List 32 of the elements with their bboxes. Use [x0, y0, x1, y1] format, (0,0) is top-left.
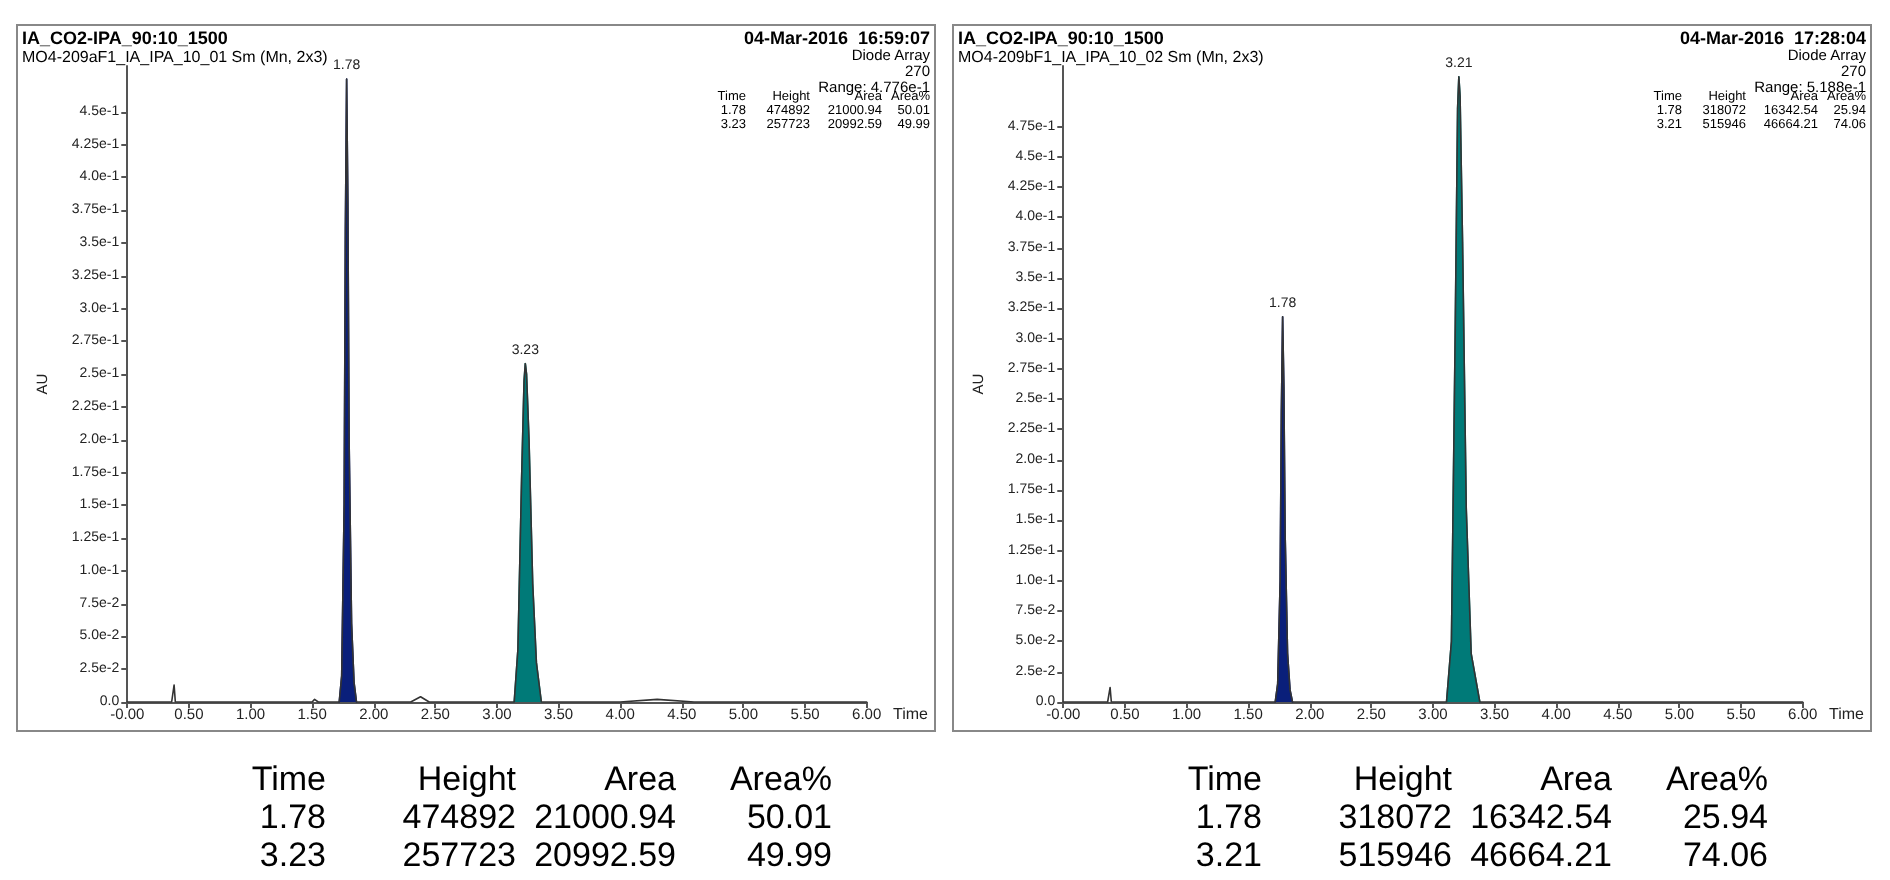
text: 257723: [400, 836, 516, 874]
text: 16342.54: [1468, 798, 1612, 836]
text: 25.94: [1680, 798, 1768, 836]
x-axis-title: Time: [893, 705, 930, 723]
x-axis-title: Time: [1829, 705, 1866, 723]
text: 04-Mar-2016 16:59:07: [743, 28, 930, 48]
text: 3.21: [1193, 836, 1262, 874]
text: Height: [415, 760, 516, 798]
chart-subtitle: MO4-209bF1_IA_IPA_10_02 Sm (Mn, 2x3): [958, 48, 1264, 66]
text: 20992.59: [532, 836, 676, 874]
text: 21000.94: [532, 798, 676, 836]
text: 474892: [400, 798, 516, 836]
text: Height: [1351, 760, 1452, 798]
text: 04-Mar-2016 17:28:04: [1679, 28, 1866, 48]
text: 46664.21: [1468, 836, 1612, 874]
text: 50.01: [744, 798, 832, 836]
text: 515946: [1336, 836, 1452, 874]
chart-subtitle: MO4-209aF1_IA_IPA_10_01 Sm (Mn, 2x3): [22, 48, 328, 66]
text: 318072: [1336, 798, 1452, 836]
chart-title: IA_CO2-IPA_90:10_1500: [22, 28, 228, 48]
text: Area%: [727, 760, 832, 798]
text: 49.99: [744, 836, 832, 874]
text: Area: [602, 760, 676, 798]
text: 1.78: [257, 798, 326, 836]
text: 74.06: [1680, 836, 1768, 874]
text: Area: [1538, 760, 1612, 798]
text: Area%: [1663, 760, 1768, 798]
text: 3.23: [257, 836, 326, 874]
text: Time: [1185, 760, 1262, 798]
text: Time: [249, 760, 326, 798]
chart-title: IA_CO2-IPA_90:10_1500: [958, 28, 1164, 48]
text: 1.78: [1193, 798, 1262, 836]
